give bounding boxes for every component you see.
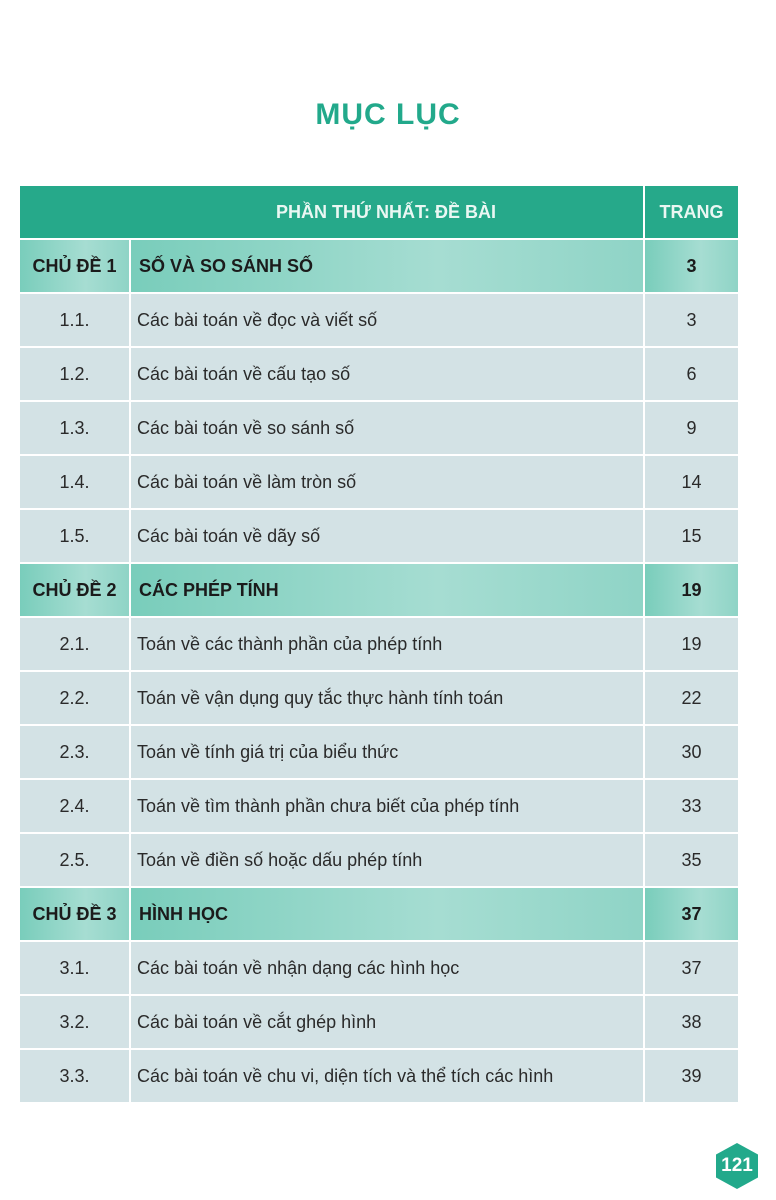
entry-number: 2.2. [20,672,129,724]
toc-row: 3.3. Các bài toán về chu vi, diện tích và… [20,1050,738,1102]
entry-page: 39 [645,1050,738,1102]
header-page: TRANG [645,186,738,238]
entry-title: Các bài toán về làm tròn số [131,456,643,508]
entry-page: 37 [645,888,738,940]
page-number-badge: 121 [716,1143,758,1189]
entry-number: CHỦ ĐỀ 1 [20,240,129,292]
entry-number: 1.2. [20,348,129,400]
entry-title: Toán về các thành phần của phép tính [131,618,643,670]
entry-number: 3.2. [20,996,129,1048]
entry-title: Toán về tìm thành phần chưa biết của phé… [131,780,643,832]
entry-page: 37 [645,942,738,994]
entry-title: Các bài toán về nhận dạng các hình học [131,942,643,994]
entry-title: Toán về tính giá trị của biểu thức [131,726,643,778]
toc-row: 3.1. Các bài toán về nhận dạng các hình h… [20,942,738,994]
entry-number: 2.3. [20,726,129,778]
toc-row: 1.5. Các bài toán về dãy số 15 [20,510,738,562]
header-section: PHẦN THỨ NHẤT: ĐỀ BÀI [129,186,643,238]
entry-number: CHỦ ĐỀ 2 [20,564,129,616]
entry-title: Các bài toán về so sánh số [131,402,643,454]
entry-title: SỐ VÀ SO SÁNH SỐ [131,240,643,292]
entry-page: 14 [645,456,738,508]
chapter-row: CHỦ ĐỀ 3 HÌNH HỌC 37 [20,888,738,940]
entry-page: 3 [645,294,738,346]
entry-number: 1.3. [20,402,129,454]
toc-row: 2.3. Toán về tính giá trị của biểu thức 30 [20,726,738,778]
entry-number: 1.5. [20,510,129,562]
entry-number: 3.3. [20,1050,129,1102]
entry-page: 33 [645,780,738,832]
entry-page: 22 [645,672,738,724]
toc-header-row: PHẦN THỨ NHẤT: ĐỀ BÀI TRANG [20,186,738,238]
entry-title: Toán về điền số hoặc dấu phép tính [131,834,643,886]
toc-row: 1.4. Các bài toán về làm tròn số 14 [20,456,738,508]
entry-page: 38 [645,996,738,1048]
entry-page: 6 [645,348,738,400]
entry-title: Toán về vận dụng quy tắc thực hành tính … [131,672,643,724]
page-title: MỤC LỤC [315,98,461,131]
entry-title: CÁC PHÉP TÍNH [131,564,643,616]
entry-title: Các bài toán về cấu tạo số [131,348,643,400]
toc-row: 3.2. Các bài toán về cắt ghép hình 38 [20,996,738,1048]
header-blank [20,186,129,238]
toc-row: 2.4. Toán về tìm thành phần chưa biết của… [20,780,738,832]
entry-number: 1.4. [20,456,129,508]
entry-page: 19 [645,564,738,616]
toc-row: 1.1. Các bài toán về đọc và viết số 3 [20,294,738,346]
chapter-row: CHỦ ĐỀ 2 CÁC PHÉP TÍNH 19 [20,564,738,616]
toc-row: 1.2. Các bài toán về cấu tạo số 6 [20,348,738,400]
entry-number: 1.1. [20,294,129,346]
entry-title: HÌNH HỌC [131,888,643,940]
entry-title: Các bài toán về cắt ghép hình [131,996,643,1048]
entry-title: Các bài toán về đọc và viết số [131,294,643,346]
entry-number: 3.1. [20,942,129,994]
toc-row: 1.3. Các bài toán về so sánh số 9 [20,402,738,454]
toc-row: 2.1. Toán về các thành phần của phép tính… [20,618,738,670]
entry-page: 9 [645,402,738,454]
entry-number: CHỦ ĐỀ 3 [20,888,129,940]
entry-page: 3 [645,240,738,292]
entry-number: 2.1. [20,618,129,670]
entry-page: 15 [645,510,738,562]
chapter-row: CHỦ ĐỀ 1 SỐ VÀ SO SÁNH SỐ 3 [20,240,738,292]
toc-row: 2.2. Toán về vận dụng quy tắc thực hành t… [20,672,738,724]
toc-table: PHẦN THỨ NHẤT: ĐỀ BÀI TRANG CHỦ ĐỀ 1 SỐ V… [20,186,738,1104]
toc-row: 2.5. Toán về điền số hoặc dấu phép tính 35 [20,834,738,886]
entry-number: 2.5. [20,834,129,886]
entry-title: Các bài toán về chu vi, diện tích và thể… [131,1050,643,1102]
entry-title: Các bài toán về dãy số [131,510,643,562]
entry-number: 2.4. [20,780,129,832]
entry-page: 19 [645,618,738,670]
entry-page: 30 [645,726,738,778]
entry-page: 35 [645,834,738,886]
